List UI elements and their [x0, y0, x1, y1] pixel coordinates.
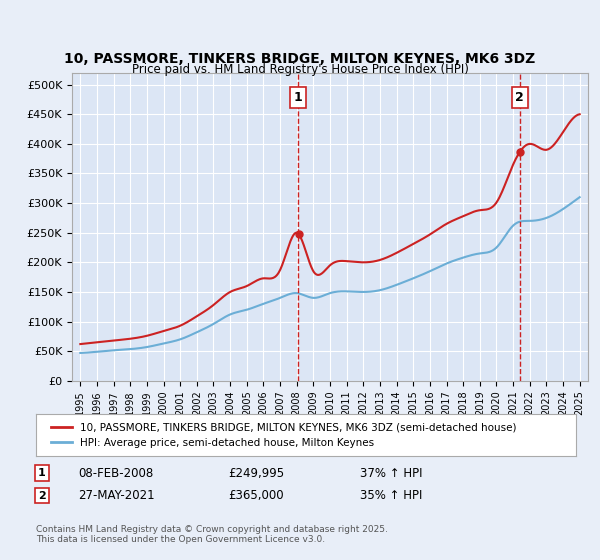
- Text: Price paid vs. HM Land Registry's House Price Index (HPI): Price paid vs. HM Land Registry's House …: [131, 63, 469, 77]
- Text: £365,000: £365,000: [228, 489, 284, 502]
- Text: 2: 2: [38, 491, 46, 501]
- Text: 10, PASSMORE, TINKERS BRIDGE, MILTON KEYNES, MK6 3DZ: 10, PASSMORE, TINKERS BRIDGE, MILTON KEY…: [64, 52, 536, 66]
- Legend: 10, PASSMORE, TINKERS BRIDGE, MILTON KEYNES, MK6 3DZ (semi-detached house), HPI:: 10, PASSMORE, TINKERS BRIDGE, MILTON KEY…: [47, 419, 521, 452]
- Text: 08-FEB-2008: 08-FEB-2008: [78, 466, 153, 480]
- Text: 1: 1: [38, 468, 46, 478]
- Text: £249,995: £249,995: [228, 466, 284, 480]
- Text: 1: 1: [294, 91, 303, 104]
- Text: 27-MAY-2021: 27-MAY-2021: [78, 489, 155, 502]
- Text: 37% ↑ HPI: 37% ↑ HPI: [360, 466, 422, 480]
- Text: 35% ↑ HPI: 35% ↑ HPI: [360, 489, 422, 502]
- Text: 2: 2: [515, 91, 524, 104]
- Text: Contains HM Land Registry data © Crown copyright and database right 2025.
This d: Contains HM Land Registry data © Crown c…: [36, 525, 388, 544]
